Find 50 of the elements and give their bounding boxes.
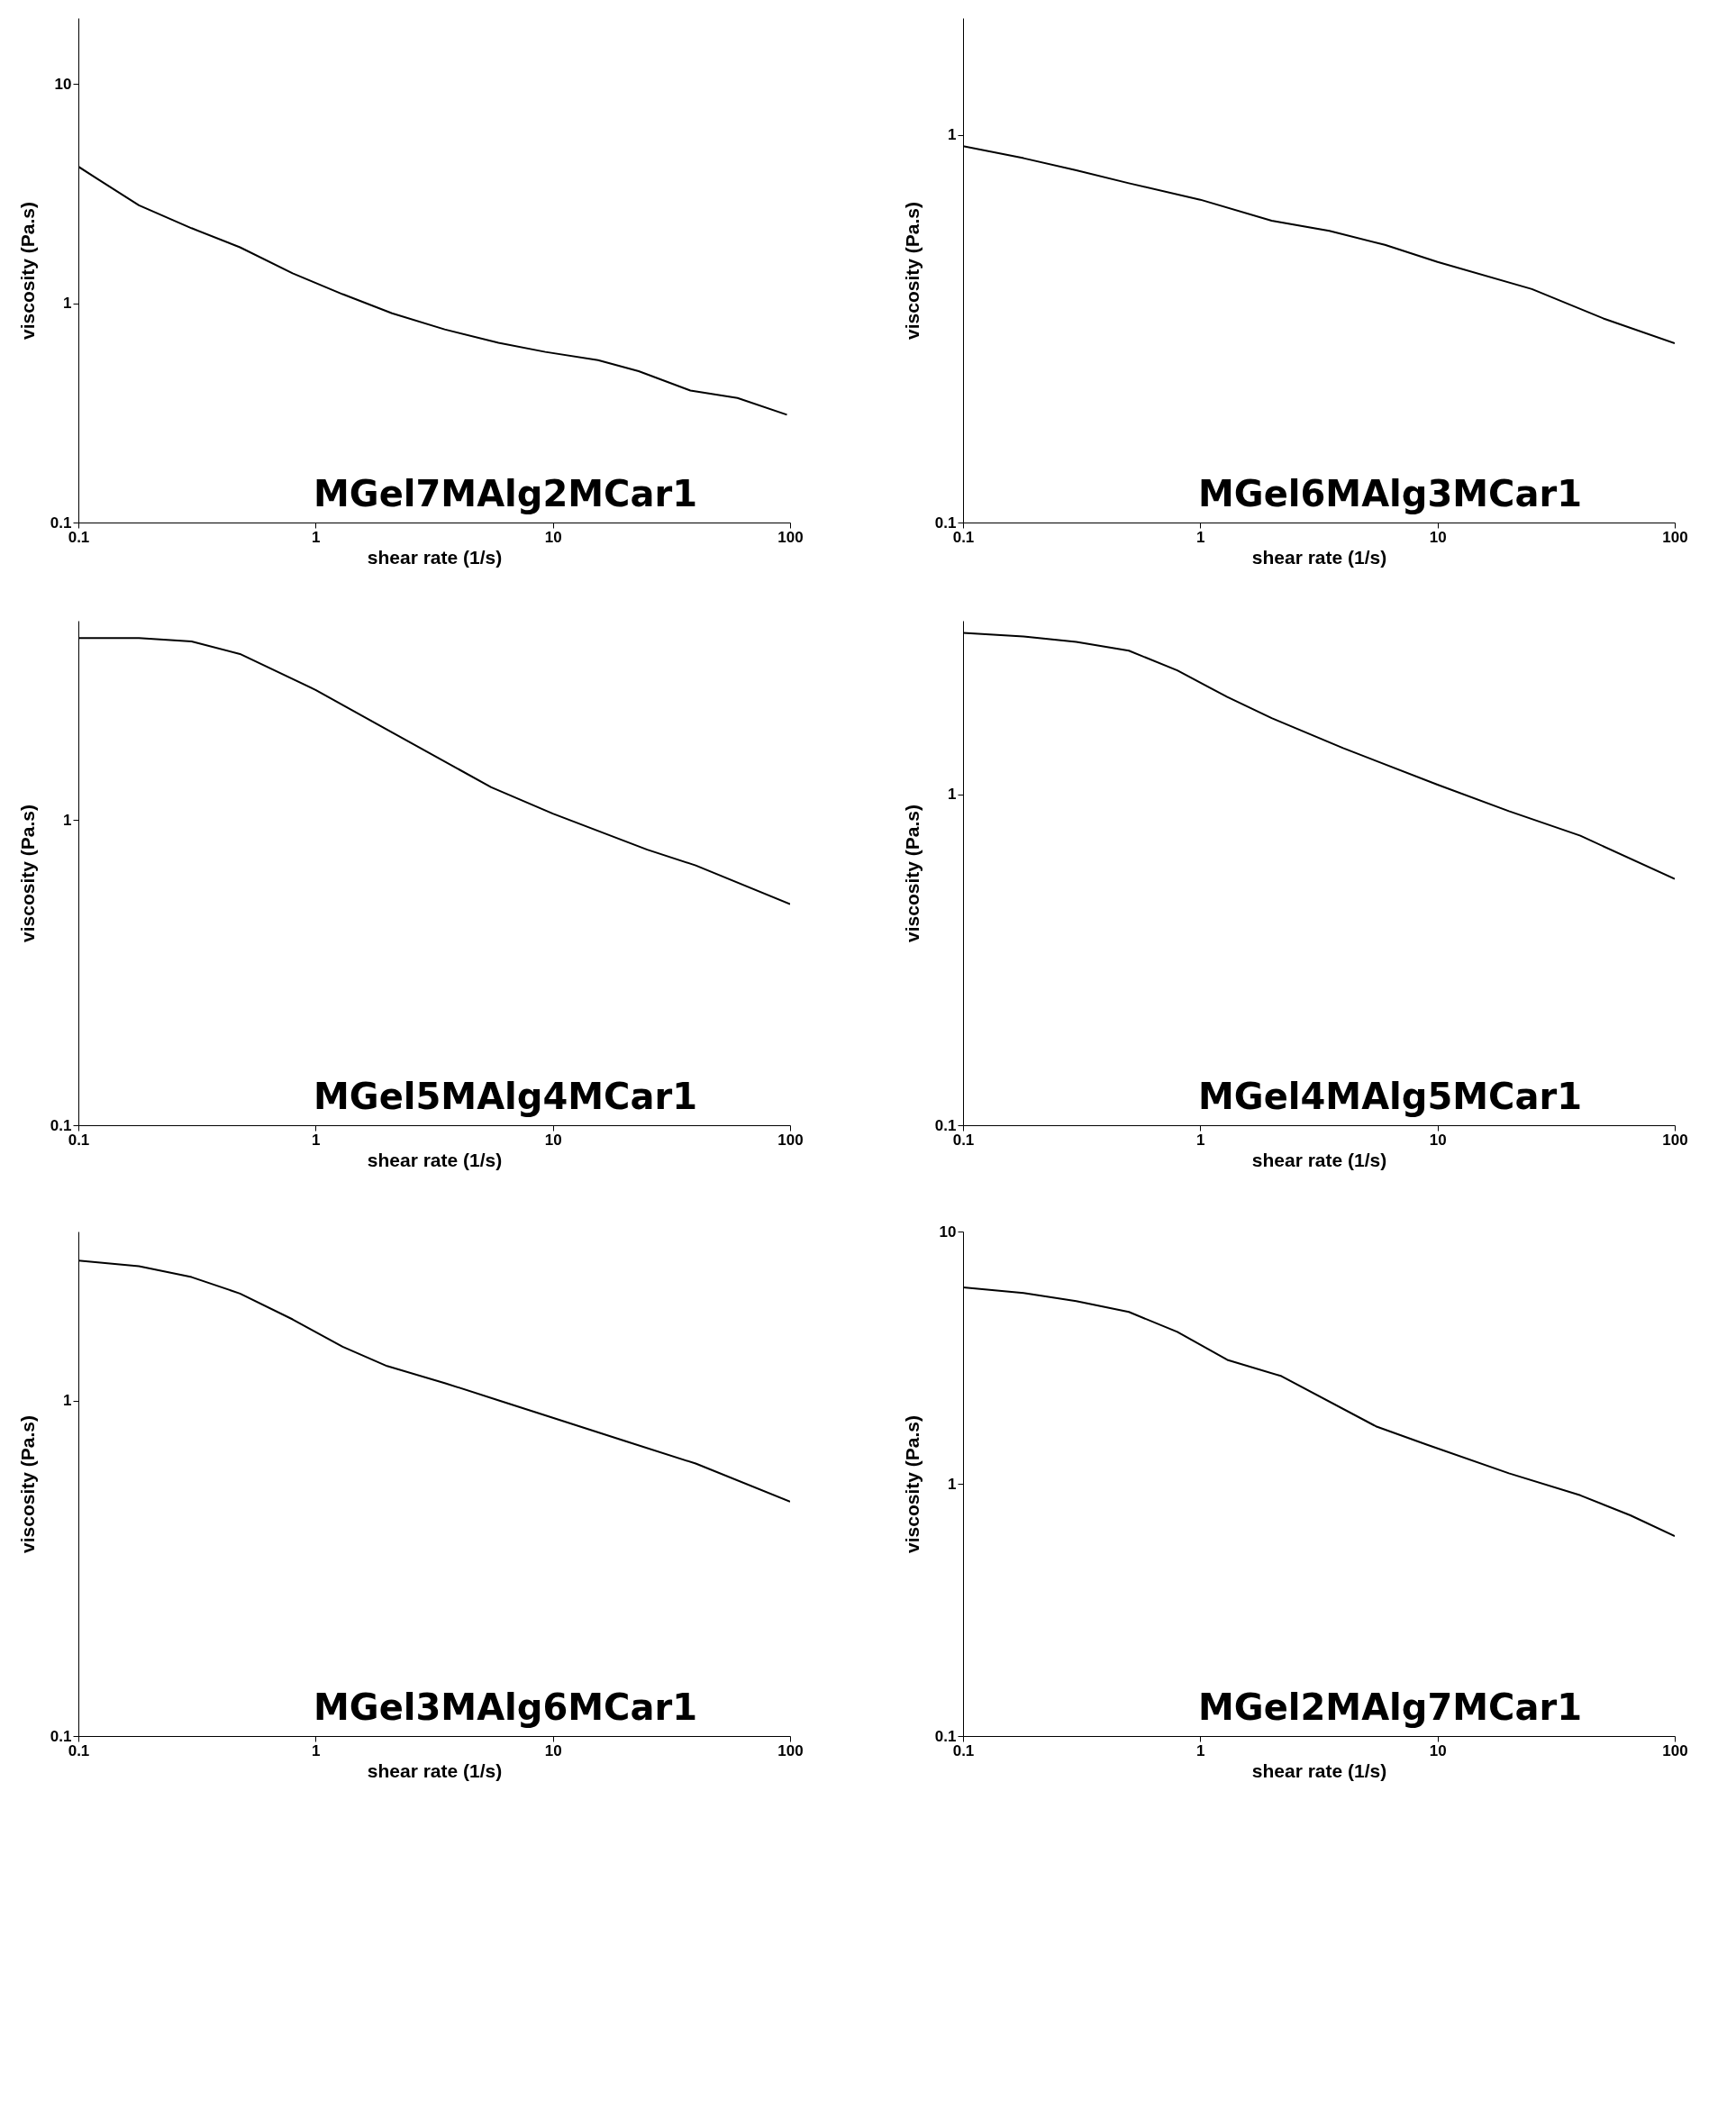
y-tick-label: 10 [939, 1223, 957, 1241]
y-tick-label: 1 [948, 786, 957, 804]
x-tick-label: 1 [312, 528, 321, 546]
text: MGel4MAlg5MCar1 [1198, 1076, 1582, 1117]
y-axis-title: viscosity (Pa.s) [901, 202, 923, 340]
y-tick-label: 0.1 [934, 1727, 957, 1745]
x-tick-label: 1 [1196, 1741, 1205, 1759]
y-tick-label: 1 [63, 295, 72, 313]
x-tick-label: 100 [1662, 528, 1688, 546]
x-tick-label: 100 [777, 1131, 804, 1149]
y-tick-label: 10 [54, 75, 72, 93]
text: MGel7MAlg2MCar1 [314, 473, 697, 514]
text: MGel2MAlg7MCar1 [1198, 1686, 1582, 1728]
text: MGel5MAlg4MCar1 [314, 1076, 697, 1117]
text: MGel6MAlg3MCar1 [1198, 473, 1582, 514]
y-tick-label: 1 [948, 126, 957, 144]
x-tick-label: 10 [1429, 528, 1447, 546]
y-tick-label: 0.1 [50, 1116, 72, 1134]
y-axis-title: viscosity (Pa.s) [16, 805, 38, 942]
x-axis-title: shear rate (1/s) [367, 546, 503, 568]
text: MGel3MAlg6MCar1 [314, 1686, 697, 1728]
y-tick-label: 1 [948, 1475, 957, 1493]
x-tick-label: 10 [1429, 1741, 1447, 1759]
x-axis-title: shear rate (1/s) [1251, 546, 1387, 568]
x-axis-title: shear rate (1/s) [367, 1759, 503, 1781]
x-tick-label: 10 [544, 528, 562, 546]
x-tick-label: 100 [777, 528, 804, 546]
y-tick-label: 1 [63, 811, 72, 829]
y-axis-title: viscosity (Pa.s) [901, 1415, 923, 1553]
x-tick-label: 10 [544, 1741, 562, 1759]
y-axis-title: viscosity (Pa.s) [901, 805, 923, 942]
y-axis-title: viscosity (Pa.s) [16, 202, 38, 340]
x-tick-label: 100 [1662, 1131, 1688, 1149]
x-tick-label: 1 [312, 1131, 321, 1149]
x-tick-label: 10 [544, 1131, 562, 1149]
y-tick-label: 0.1 [50, 514, 72, 532]
x-tick-label: 100 [777, 1741, 804, 1759]
x-tick-label: 1 [1196, 528, 1205, 546]
x-tick-label: 1 [312, 1741, 321, 1759]
x-axis-title: shear rate (1/s) [1251, 1149, 1387, 1170]
x-axis-title: shear rate (1/s) [1251, 1759, 1387, 1781]
x-tick-label: 10 [1429, 1131, 1447, 1149]
y-tick-label: 1 [63, 1392, 72, 1410]
y-tick-label: 0.1 [934, 1116, 957, 1134]
y-tick-label: 0.1 [934, 514, 957, 532]
x-tick-label: 1 [1196, 1131, 1205, 1149]
y-axis-title: viscosity (Pa.s) [16, 1415, 38, 1553]
x-axis-title: shear rate (1/s) [367, 1149, 503, 1170]
x-tick-label: 100 [1662, 1741, 1688, 1759]
y-tick-label: 0.1 [50, 1727, 72, 1745]
